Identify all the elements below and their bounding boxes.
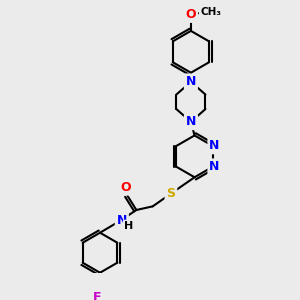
- Text: O: O: [186, 8, 196, 21]
- Text: N: N: [186, 115, 196, 128]
- Text: N: N: [186, 75, 196, 88]
- Text: O: O: [120, 181, 131, 194]
- Text: N: N: [209, 160, 220, 173]
- Text: CH₃: CH₃: [200, 7, 221, 17]
- Text: H: H: [124, 221, 134, 231]
- Text: S: S: [167, 187, 176, 200]
- Text: N: N: [117, 214, 127, 227]
- Text: N: N: [209, 140, 220, 152]
- Text: F: F: [93, 291, 101, 300]
